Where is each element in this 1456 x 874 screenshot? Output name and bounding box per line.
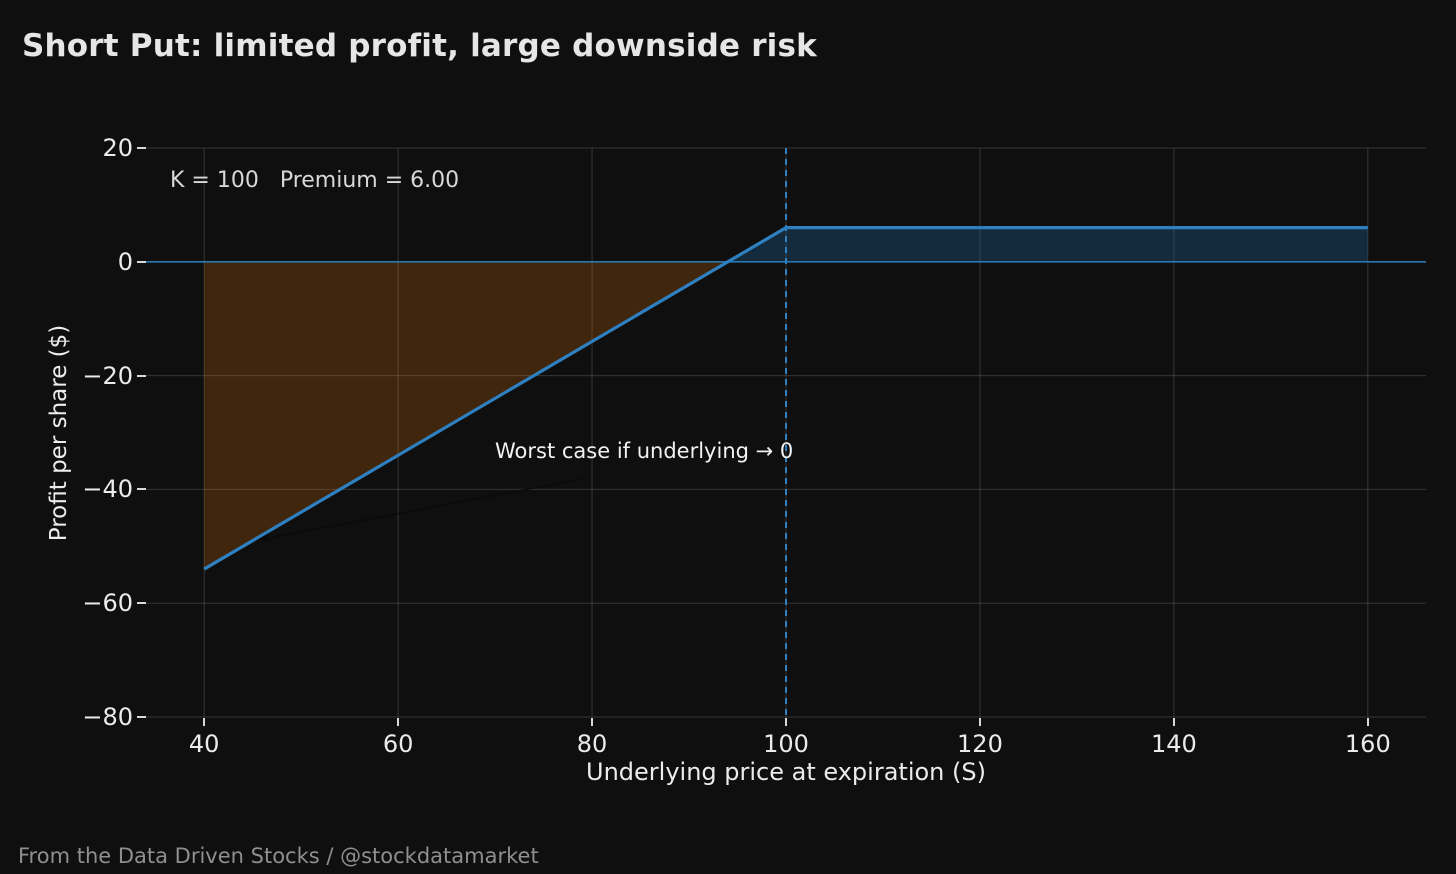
x-tick-mark [1172,718,1175,726]
short-put-payoff [203,226,1368,571]
y-tick-mark [137,602,146,605]
y-tick-label: 0 [117,247,133,276]
plot-area [146,147,1426,718]
x-tick-mark [203,718,206,726]
chart-canvas [146,147,1426,718]
y-axis-label: Profit per share ($) [46,324,72,542]
worst-case-annotation: Worst case if underlying → 0 [495,439,794,463]
x-tick-label: 40 [188,730,220,758]
x-tick-label: 100 [763,730,809,758]
y-tick-mark [137,716,146,718]
y-tick-label: 20 [102,134,133,162]
y-tick-mark [137,147,146,149]
x-axis-label: Underlying price at expiration (S) [586,758,986,786]
x-tick-label: 80 [576,730,608,758]
x-tick-mark [1366,718,1369,726]
strike-premium-annotation: K = 100 Premium = 6.00 [170,168,460,193]
x-tick-mark [591,718,594,726]
x-tick-label: 60 [382,730,414,758]
x-tick-label: 160 [1344,730,1391,758]
annotation-arrow [257,478,581,543]
x-tick-mark [397,718,400,726]
chart-title: Short Put: limited profit, large downsid… [22,28,817,64]
x-tick-label: 120 [957,730,1003,758]
y-tick-label: −40 [82,475,133,504]
credit-text: From the Data Driven Stocks / @stockdata… [18,844,539,868]
x-tick-label: 140 [1150,730,1197,758]
y-tick-mark [137,374,146,377]
x-tick-mark [978,718,981,726]
x-tick-mark [785,718,787,726]
y-tick-label: −60 [82,589,133,618]
y-tick-mark [137,488,146,491]
y-tick-mark [137,260,146,263]
profit-region [727,227,1368,262]
y-tick-label: −20 [82,361,133,390]
y-tick-label: −80 [82,703,133,731]
